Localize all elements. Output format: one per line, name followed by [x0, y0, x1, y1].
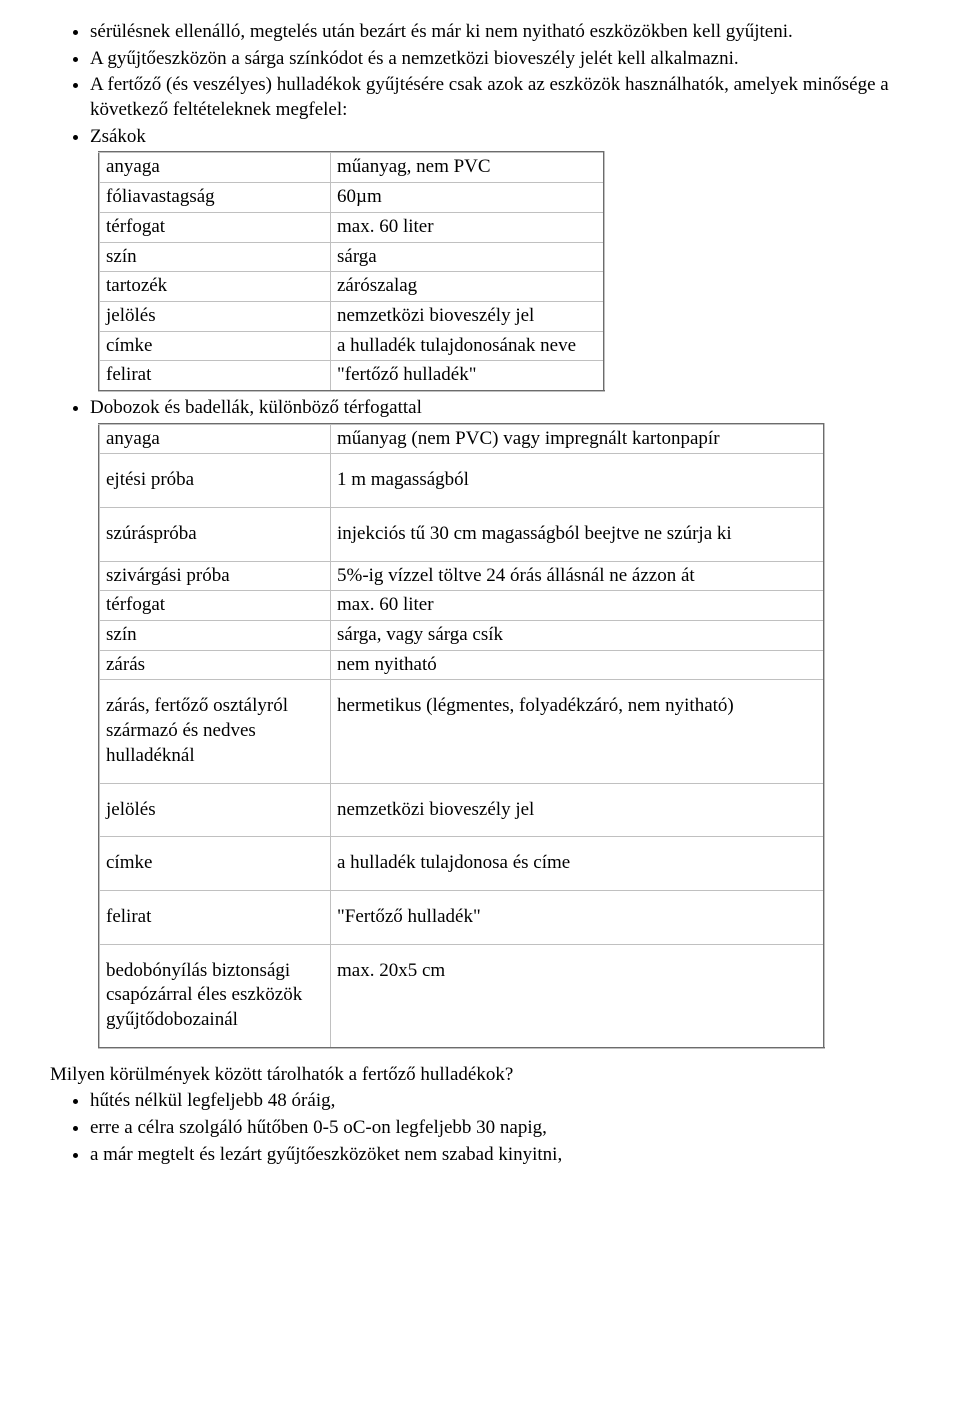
cell-key: anyaga [99, 424, 331, 454]
cell-value: műanyag, nem PVC [331, 152, 605, 182]
table2-wrap: anyaga műanyag (nem PVC) vagy impregnált… [98, 423, 910, 1049]
cell-value: injekciós tű 30 cm magasságból beejtve n… [331, 508, 825, 562]
cell-key: címke [99, 331, 331, 361]
cell-value: max. 20x5 cm [331, 944, 825, 1048]
cell-value: 5%-ig vízzel töltve 24 órás állásnál ne … [331, 561, 825, 591]
cell-value: 60µm [331, 183, 605, 213]
cell-key: szín [99, 242, 331, 272]
cell-key: szúráspróba [99, 508, 331, 562]
table-row: zárás, fertőző osztályról származó és ne… [99, 680, 824, 783]
outro-list: hűtés nélkül legfeljebb 48 óráig,erre a … [90, 1089, 910, 1167]
table-row: címkea hulladék tulajdonosának neve [99, 331, 604, 361]
intro-item: sérülésnek ellenálló, megtelés után bezá… [90, 20, 910, 45]
table-row: anyaga műanyag (nem PVC) vagy impregnált… [99, 424, 824, 454]
table-row: bedobónyílás biztonsági csapózárral éles… [99, 944, 824, 1048]
table-row: anyagaműanyag, nem PVC [99, 152, 604, 182]
cell-value: "fertőző hulladék" [331, 361, 605, 391]
cell-key: térfogat [99, 591, 331, 621]
cell-value: sárga [331, 242, 605, 272]
table-row: felirat"fertőző hulladék" [99, 361, 604, 391]
table-row: címkea hulladék tulajdonosa és címe [99, 837, 824, 891]
table-row: szivárgási próba5%-ig vízzel töltve 24 ó… [99, 561, 824, 591]
cell-key: zárás, fertőző osztályról származó és ne… [99, 680, 331, 783]
cell-value: nemzetközi bioveszély jel [331, 783, 825, 837]
cell-key: anyaga [99, 152, 331, 182]
table-row: felirat"Fertőző hulladék" [99, 890, 824, 944]
cell-key: felirat [99, 361, 331, 391]
mid-item: Dobozok és badellák, különböző térfogatt… [90, 396, 910, 421]
cell-key: térfogat [99, 212, 331, 242]
table-row: színsárga, vagy sárga csík [99, 621, 824, 651]
table-row: szúráspróbainjekciós tű 30 cm magasságbó… [99, 508, 824, 562]
outro-item: hűtés nélkül legfeljebb 48 óráig, [90, 1089, 910, 1114]
cell-key: zárás [99, 650, 331, 680]
cell-value: hermetikus (légmentes, folyadékzáró, nem… [331, 680, 825, 783]
outro-item: a már megtelt és lezárt gyűjtőeszközöket… [90, 1143, 910, 1168]
intro-item: Zsákok [90, 125, 910, 150]
table-row: jelölésnemzetközi bioveszély jel [99, 783, 824, 837]
spec-table-bags: anyagaműanyag, nem PVCfóliavastagság60µm… [98, 151, 605, 392]
table-row: színsárga [99, 242, 604, 272]
intro-list: sérülésnek ellenálló, megtelés után bezá… [90, 20, 910, 149]
table-row: térfogatmax. 60 liter [99, 591, 824, 621]
intro-item: A gyűjtőeszközön a sárga színkódot és a … [90, 47, 910, 72]
cell-key: bedobónyílás biztonsági csapózárral éles… [99, 944, 331, 1048]
table-row: ejtési próba 1 m magasságból [99, 454, 824, 508]
cell-key: felirat [99, 890, 331, 944]
cell-value: 1 m magasságból [331, 454, 825, 508]
cell-key: szivárgási próba [99, 561, 331, 591]
table-row: tartozékzárószalag [99, 272, 604, 302]
cell-key: címke [99, 837, 331, 891]
cell-value: a hulladék tulajdonosának neve [331, 331, 605, 361]
cell-value: műanyag (nem PVC) vagy impregnált karton… [331, 424, 825, 454]
cell-key: jelölés [99, 783, 331, 837]
table-row: jelölésnemzetközi bioveszély jel [99, 301, 604, 331]
mid-list: Dobozok és badellák, különböző térfogatt… [90, 396, 910, 421]
cell-key: tartozék [99, 272, 331, 302]
cell-key: jelölés [99, 301, 331, 331]
page: sérülésnek ellenálló, megtelés után bezá… [0, 0, 960, 1209]
cell-value: max. 60 liter [331, 212, 605, 242]
cell-value: a hulladék tulajdonosa és címe [331, 837, 825, 891]
cell-key: fóliavastagság [99, 183, 331, 213]
cell-value: sárga, vagy sárga csík [331, 621, 825, 651]
cell-value: nem nyitható [331, 650, 825, 680]
cell-key: szín [99, 621, 331, 651]
intro-item: A fertőző (és veszélyes) hulladékok gyűj… [90, 73, 910, 122]
cell-value: nemzetközi bioveszély jel [331, 301, 605, 331]
spec-table-boxes: anyaga műanyag (nem PVC) vagy impregnált… [98, 423, 825, 1049]
cell-key: ejtési próba [99, 454, 331, 508]
table1-wrap: anyagaműanyag, nem PVCfóliavastagság60µm… [98, 151, 910, 392]
table-row: zárásnem nyitható [99, 650, 824, 680]
table-row: fóliavastagság60µm [99, 183, 604, 213]
cell-value: "Fertőző hulladék" [331, 890, 825, 944]
table-row: térfogatmax. 60 liter [99, 212, 604, 242]
outro-item: erre a célra szolgáló hűtőben 0-5 oC-on … [90, 1116, 910, 1141]
question-heading: Milyen körülmények között tárolhatók a f… [50, 1063, 910, 1088]
cell-value: zárószalag [331, 272, 605, 302]
cell-value: max. 60 liter [331, 591, 825, 621]
